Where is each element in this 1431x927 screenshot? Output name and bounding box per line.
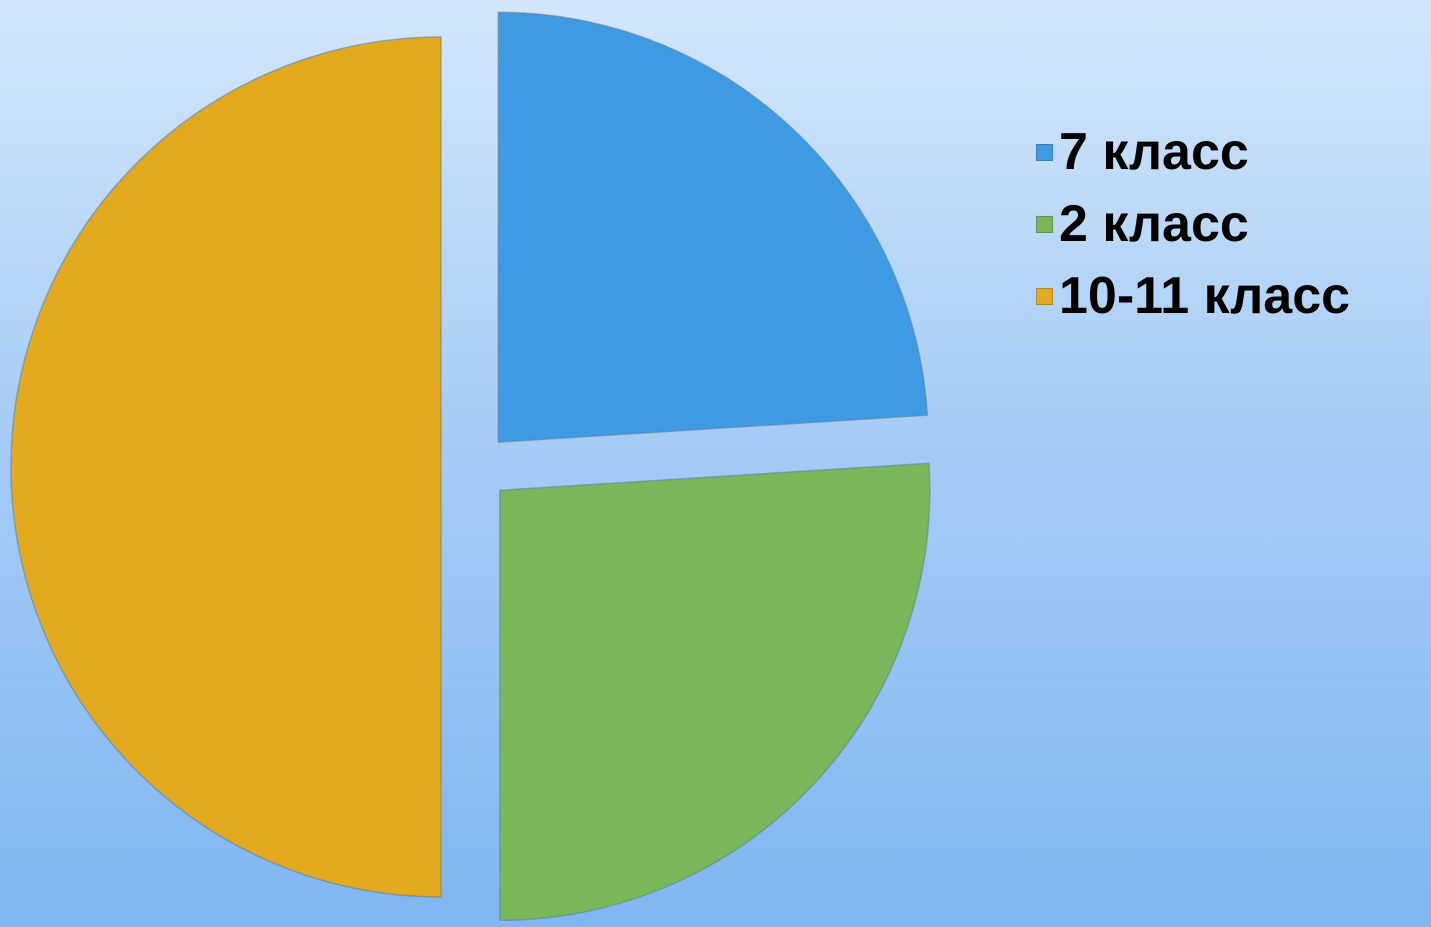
legend-label-7-klass: 7 класс: [1059, 122, 1249, 182]
legend-swatch-10-11-klass: [1036, 288, 1053, 305]
pie-slice-10-11-klass: [11, 37, 441, 897]
legend-label-10-11-klass: 10-11 класс: [1059, 266, 1350, 326]
legend-label-2-klass: 2 класс: [1059, 194, 1249, 254]
legend-item-7-klass: 7 класс: [1036, 116, 1350, 188]
legend-swatch-7-klass: [1036, 144, 1053, 161]
legend-item-2-klass: 2 класс: [1036, 188, 1350, 260]
chart-legend: 7 класс 2 класс 10-11 класс: [1036, 116, 1350, 332]
legend-item-10-11-klass: 10-11 класс: [1036, 260, 1350, 332]
pie-slice-2-klass: [500, 463, 930, 920]
pie-slice-7-klass: [498, 12, 927, 442]
legend-swatch-2-klass: [1036, 216, 1053, 233]
